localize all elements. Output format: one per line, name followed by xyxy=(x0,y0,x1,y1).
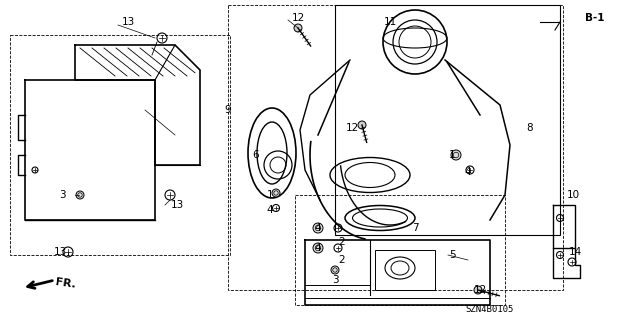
Circle shape xyxy=(294,24,302,32)
Text: 5: 5 xyxy=(449,250,455,260)
Text: 1: 1 xyxy=(267,190,273,200)
Circle shape xyxy=(313,243,323,253)
Text: 2: 2 xyxy=(339,255,346,265)
Circle shape xyxy=(358,121,366,129)
Bar xyxy=(295,195,505,305)
Circle shape xyxy=(76,191,84,199)
Text: 4: 4 xyxy=(465,167,471,177)
Circle shape xyxy=(272,189,280,197)
Text: 9: 9 xyxy=(225,105,231,115)
Text: 12: 12 xyxy=(474,285,486,295)
Bar xyxy=(10,35,230,255)
Circle shape xyxy=(474,286,482,294)
Text: B-1: B-1 xyxy=(585,13,605,23)
Bar xyxy=(375,250,435,290)
Text: 7: 7 xyxy=(412,223,419,233)
Text: 4: 4 xyxy=(267,205,273,215)
Text: 4: 4 xyxy=(315,243,321,253)
Text: 14: 14 xyxy=(568,247,582,257)
Bar xyxy=(228,5,563,290)
Text: 1: 1 xyxy=(449,150,455,160)
Text: 8: 8 xyxy=(527,123,533,133)
Text: FR.: FR. xyxy=(55,277,77,289)
Text: 2: 2 xyxy=(339,237,346,247)
Circle shape xyxy=(313,223,323,233)
Bar xyxy=(335,5,560,235)
Text: 3: 3 xyxy=(332,275,339,285)
Circle shape xyxy=(451,150,461,160)
Text: 10: 10 xyxy=(566,190,580,200)
Text: 11: 11 xyxy=(383,17,397,27)
Text: 13: 13 xyxy=(122,17,134,27)
Circle shape xyxy=(331,266,339,274)
Text: 13: 13 xyxy=(53,247,67,257)
Text: 12: 12 xyxy=(291,13,305,23)
Text: 4: 4 xyxy=(315,223,321,233)
Text: 13: 13 xyxy=(170,200,184,210)
Text: 12: 12 xyxy=(346,123,358,133)
Text: 6: 6 xyxy=(253,150,259,160)
Text: SZN4B0105: SZN4B0105 xyxy=(466,305,514,314)
Text: 3: 3 xyxy=(59,190,65,200)
